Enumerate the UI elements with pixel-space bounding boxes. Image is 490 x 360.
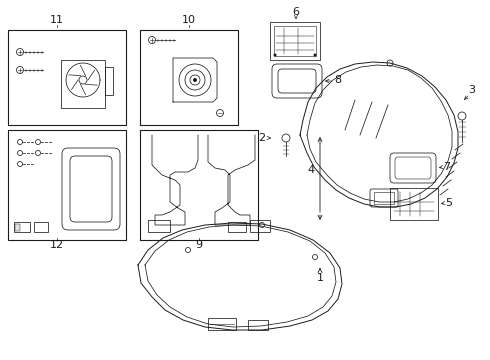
Text: 3: 3 — [468, 85, 475, 95]
Bar — [228, 222, 246, 232]
Bar — [274, 26, 316, 56]
Bar — [270, 22, 320, 60]
Text: 12: 12 — [50, 240, 64, 250]
Bar — [34, 222, 48, 232]
Circle shape — [314, 54, 317, 57]
Bar — [14, 222, 30, 232]
Circle shape — [273, 54, 276, 57]
Circle shape — [17, 49, 24, 55]
Bar — [140, 30, 238, 125]
Text: 11: 11 — [50, 15, 64, 25]
Text: 4: 4 — [307, 165, 315, 175]
Bar — [250, 220, 270, 232]
Text: 9: 9 — [196, 240, 202, 250]
Bar — [148, 220, 170, 232]
Circle shape — [282, 134, 290, 142]
Circle shape — [217, 109, 223, 117]
Circle shape — [35, 140, 41, 144]
Bar — [374, 192, 394, 204]
Text: 8: 8 — [335, 75, 342, 85]
Bar — [390, 188, 438, 220]
Bar — [105, 67, 113, 95]
Circle shape — [458, 112, 466, 120]
Text: 2: 2 — [258, 133, 266, 143]
Bar — [15, 224, 20, 231]
Bar — [248, 320, 268, 330]
Text: 6: 6 — [293, 7, 299, 17]
Circle shape — [148, 36, 155, 44]
Circle shape — [35, 150, 41, 156]
Circle shape — [18, 162, 23, 166]
Bar — [208, 318, 236, 330]
Text: 5: 5 — [445, 198, 452, 208]
Bar — [8, 130, 126, 240]
Bar — [140, 130, 258, 240]
Bar — [61, 60, 105, 108]
Bar — [8, 30, 126, 125]
Circle shape — [79, 76, 87, 84]
Circle shape — [18, 140, 23, 144]
Text: 7: 7 — [443, 162, 451, 172]
Circle shape — [17, 67, 24, 73]
Text: 1: 1 — [317, 273, 323, 283]
Circle shape — [193, 78, 197, 82]
Text: 10: 10 — [182, 15, 196, 25]
Circle shape — [18, 150, 23, 156]
